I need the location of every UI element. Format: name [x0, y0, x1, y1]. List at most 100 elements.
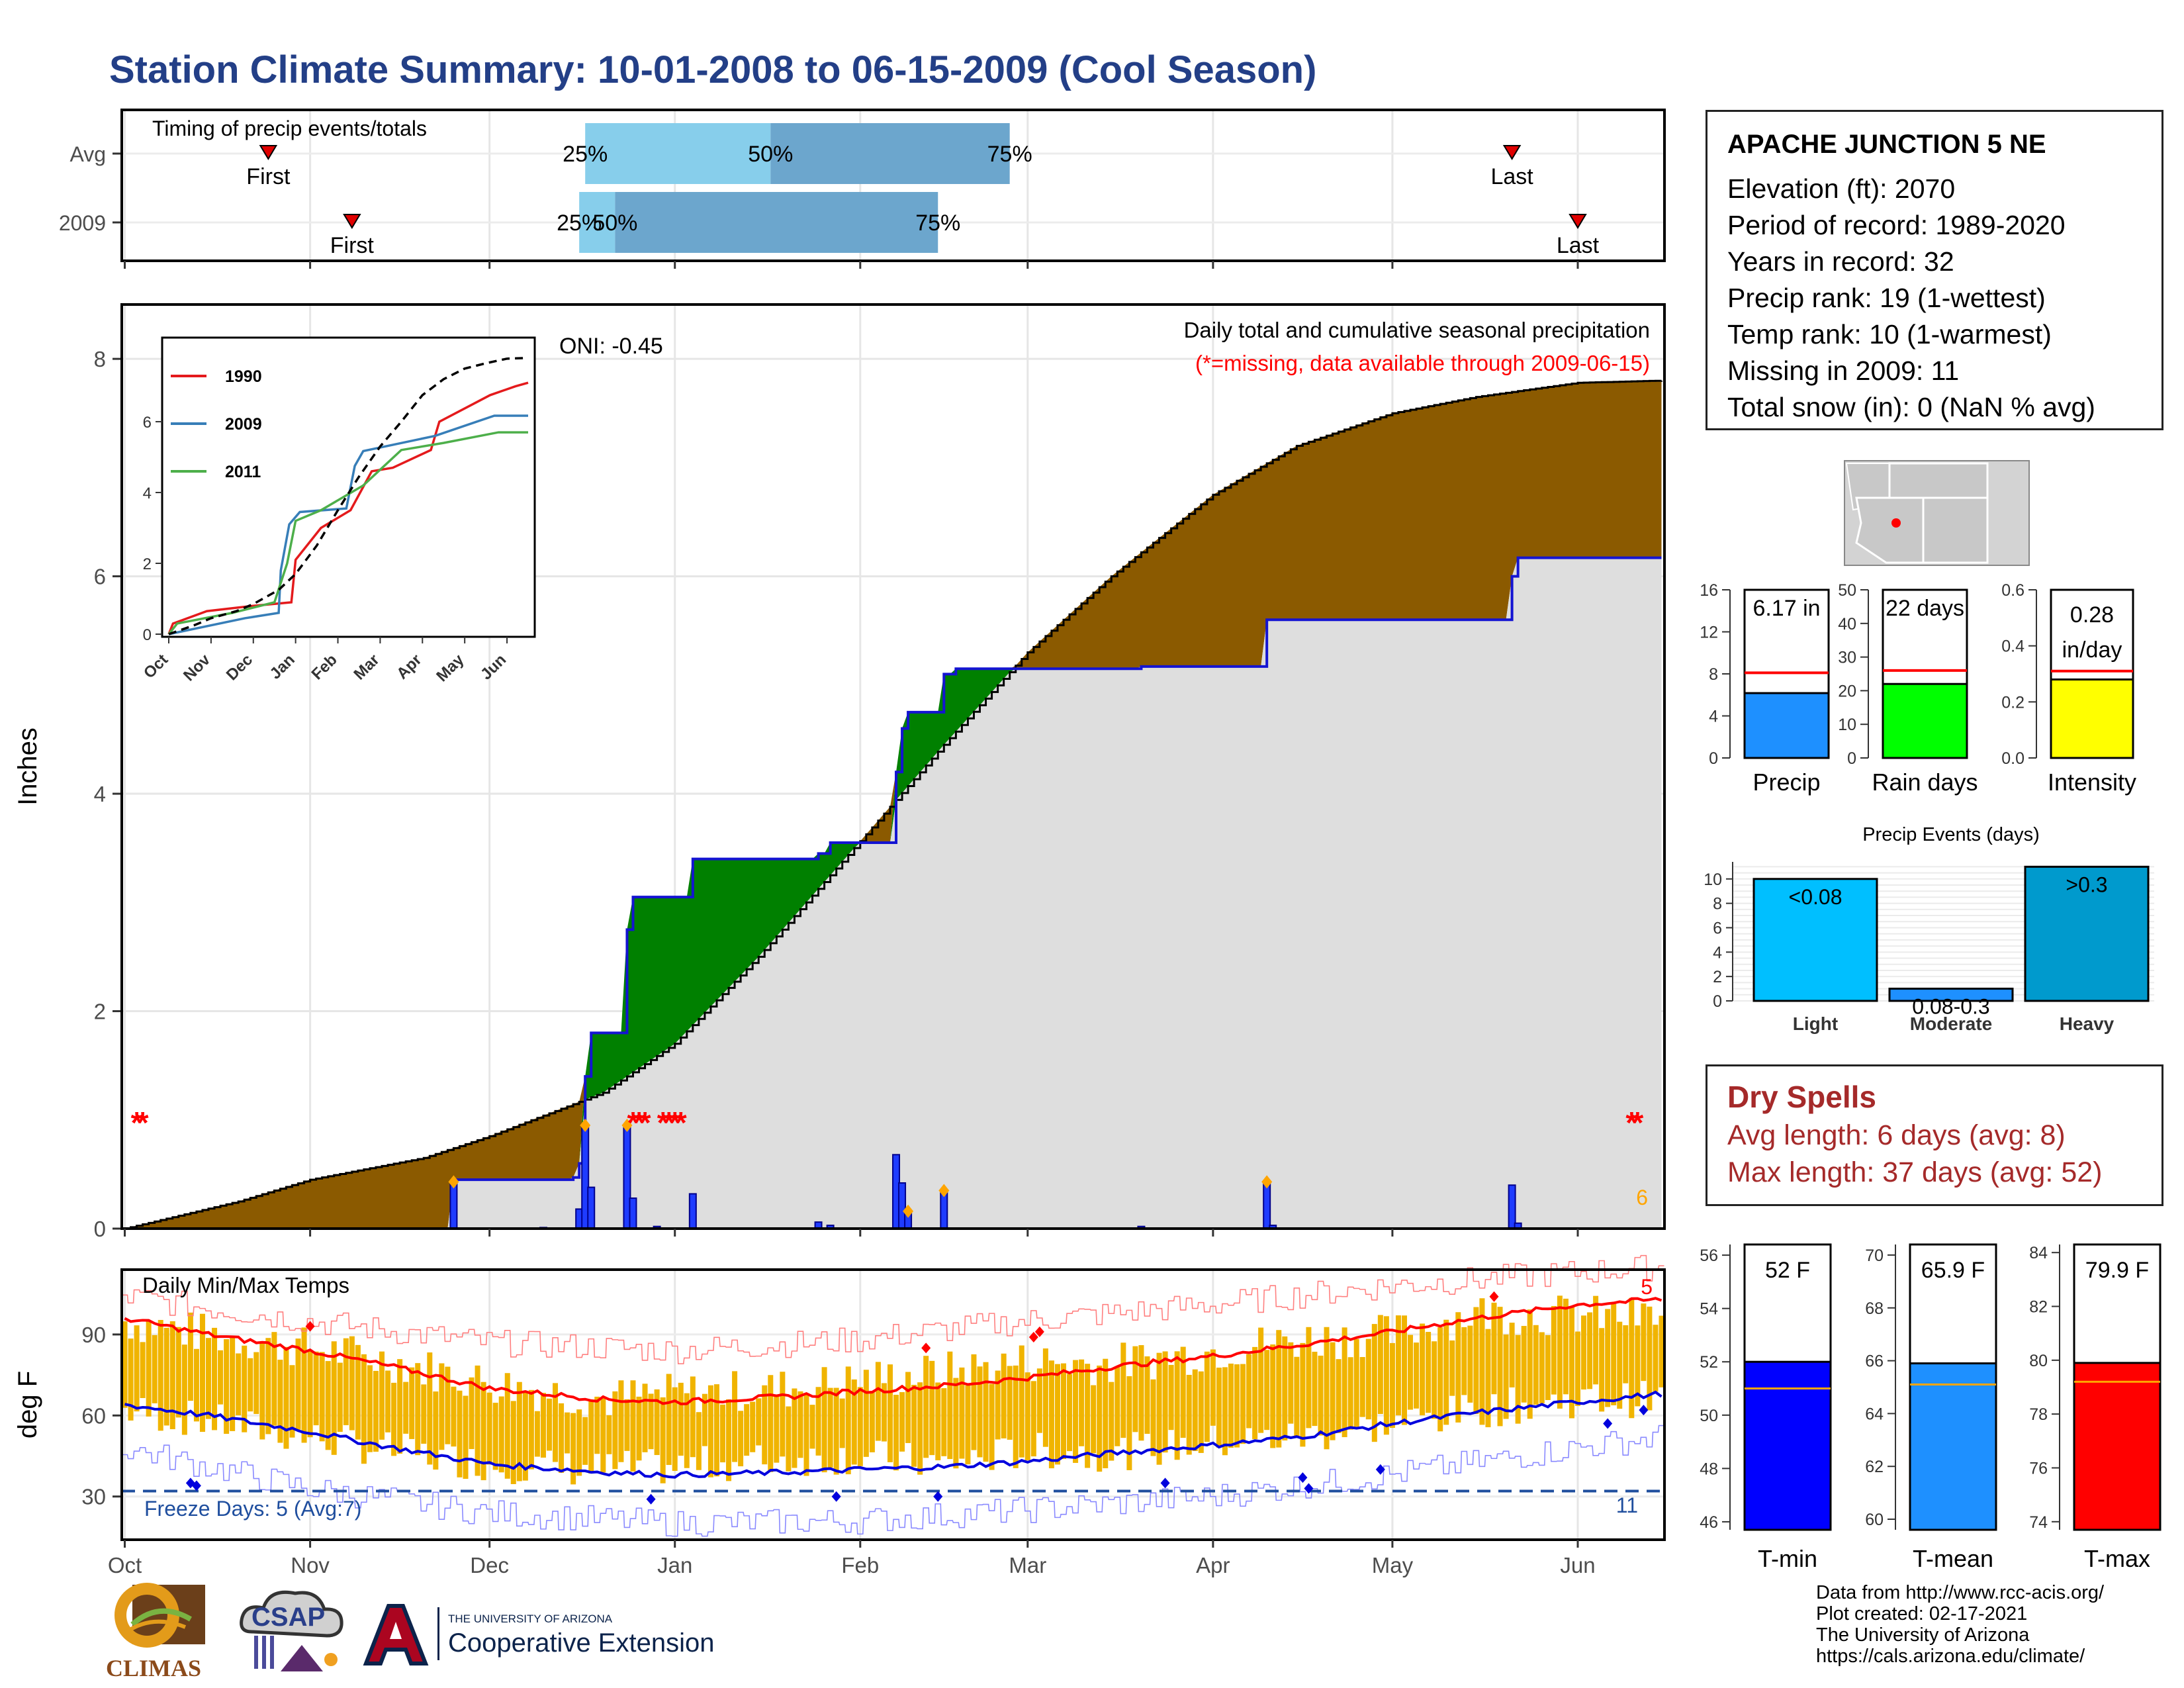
daily-temp-bar: [1533, 1325, 1539, 1405]
daily-temp-bar: [565, 1412, 570, 1454]
daily-temp-bar: [1395, 1315, 1401, 1416]
daily-temp-bar: [839, 1398, 845, 1448]
station-location-dot: [1891, 518, 1901, 528]
daily-temp-bar: [786, 1406, 792, 1472]
daily-temp-bar: [469, 1377, 475, 1450]
daily-temp-bar: [774, 1395, 780, 1463]
record-low-marker: [831, 1491, 841, 1502]
daily-temp-bar: [1353, 1338, 1359, 1427]
gauge-value-label: 52 F: [1765, 1258, 1810, 1283]
daily-temp-bar: [1079, 1359, 1085, 1446]
month-tick-label: Oct: [108, 1553, 142, 1577]
daily-temp-bar: [1342, 1327, 1347, 1438]
month-tick-label: Apr: [1196, 1553, 1230, 1577]
gauge-tick-label: 84: [2029, 1244, 2048, 1262]
timing-first-marker: [259, 145, 278, 160]
record-low-marker: [1603, 1418, 1613, 1429]
temp-y-tick-label: 30: [81, 1485, 106, 1509]
gauge-intensity: 0.0 0.2 0.4 0.6 0.28 in/day Intensity: [2001, 581, 2136, 796]
record-high-marker: [1028, 1332, 1038, 1342]
precip-y-axis-label: Inches: [13, 727, 42, 806]
ua-divider: [437, 1607, 439, 1660]
station-elevation: Elevation (ft): 2070: [1727, 173, 1956, 204]
gauge-tick-label: 0.4: [2001, 637, 2025, 656]
gauge-tick-label: 68: [1865, 1299, 1884, 1318]
freeze-days-label: Freeze Days: 5 (Avg:7): [144, 1497, 361, 1521]
dry-spells-avg: Avg length: 6 days (avg: 8): [1727, 1119, 2066, 1151]
daily-temp-bar: [570, 1413, 576, 1485]
credits: Data from http://www.rcc-acis.org/ Plot …: [1816, 1582, 2104, 1667]
timing-last-label: Last: [1490, 164, 1533, 189]
daily-temp-bar: [1449, 1340, 1455, 1396]
gauge-tick-label: 0: [1847, 749, 1856, 768]
daily-temp-bar: [236, 1353, 242, 1416]
daily-temp-bar: [1013, 1365, 1019, 1468]
daily-temp-bar: [181, 1344, 187, 1435]
gauge-t-mean: 60 62 64 66 68 70 65.9 F T-mean: [1865, 1243, 1997, 1572]
daily-temp-bar: [433, 1391, 439, 1470]
daily-temp-bar: [833, 1387, 839, 1475]
gauge-value-label: 6.17 in: [1752, 596, 1820, 621]
daily-temp-bar: [510, 1401, 516, 1484]
daily-temp-bar: [977, 1366, 983, 1458]
daily-temp-bar: [1551, 1305, 1557, 1395]
event-marker: [580, 1118, 591, 1132]
gauge-tick-label: 62: [1865, 1458, 1884, 1476]
daily-temp-bar: [1509, 1323, 1515, 1387]
daily-temp-bar: [803, 1393, 809, 1476]
timing-frame: [120, 109, 1666, 262]
daily-temp-bar: [762, 1385, 768, 1465]
missing-day-marker: *: [1625, 1105, 1637, 1140]
missing-day-marker: *: [639, 1105, 651, 1140]
daily-temp-bar: [559, 1403, 565, 1473]
record-low-marker: [646, 1493, 656, 1505]
daily-temp-bar: [1126, 1376, 1132, 1470]
daily-temp-bar: [140, 1342, 146, 1399]
daily-temp-bar: [1461, 1327, 1467, 1395]
daily-temp-bar: [1455, 1312, 1461, 1423]
daily-temp-bar: [373, 1370, 379, 1452]
daily-temp-bar: [1198, 1371, 1204, 1453]
daily-temp-bar: [965, 1385, 971, 1465]
daily-temp-bar: [175, 1327, 181, 1418]
events-bar-label: >0.3: [2066, 872, 2107, 896]
daily-temp-bar: [1497, 1307, 1503, 1427]
timing-range-high: [615, 192, 938, 253]
daily-temp-bar: [1629, 1297, 1635, 1419]
daily-temp-bar: [1623, 1325, 1629, 1383]
record-high-count: 5: [1641, 1275, 1653, 1299]
daily-temp-bar: [1647, 1306, 1653, 1411]
daily-temp-bar: [1073, 1360, 1079, 1463]
timing-row-label: 2009: [59, 211, 106, 235]
daily-temp-bar: [971, 1354, 977, 1450]
record-high-marker: [921, 1342, 931, 1354]
gauge-value-unit: in/day: [2062, 637, 2122, 663]
daily-temp-bar: [528, 1389, 534, 1470]
precip-y-tick-label: 8: [94, 347, 106, 371]
gauge-tick-label: 54: [1700, 1300, 1718, 1319]
gauge-tick-label: 50: [1838, 581, 1856, 600]
daily-temp-bar: [1162, 1351, 1168, 1453]
event-marker: [903, 1204, 914, 1218]
daily-temp-bar: [1001, 1353, 1007, 1438]
gauge-name-label: T-mean: [1913, 1545, 1993, 1572]
gauge-t-min: 46 48 50 52 54 56 52 F T-min: [1700, 1243, 1832, 1572]
daily-temp-bar: [1294, 1356, 1300, 1438]
missing-day-marker: *: [675, 1105, 687, 1140]
gauge-name-label: Precip: [1752, 769, 1820, 796]
inset-legend-label: 2009: [225, 415, 262, 434]
timing-p25-label: 25%: [557, 211, 602, 236]
gauge-tick-label: 76: [2029, 1459, 2048, 1477]
daily-temp-bar: [1228, 1363, 1234, 1448]
gauge-name-label: T-max: [2084, 1545, 2150, 1572]
timing-last-marker: [1569, 214, 1587, 229]
daily-temp-bar: [827, 1387, 833, 1468]
timing-p75-label: 75%: [987, 142, 1032, 167]
events-bar-label: 0.08-0.3: [1912, 995, 1989, 1019]
daily-temp-bar: [242, 1345, 248, 1432]
daily-temp-bar: [666, 1374, 672, 1466]
daily-temp-bar: [720, 1404, 726, 1463]
daily-temp-bar: [1479, 1298, 1485, 1425]
